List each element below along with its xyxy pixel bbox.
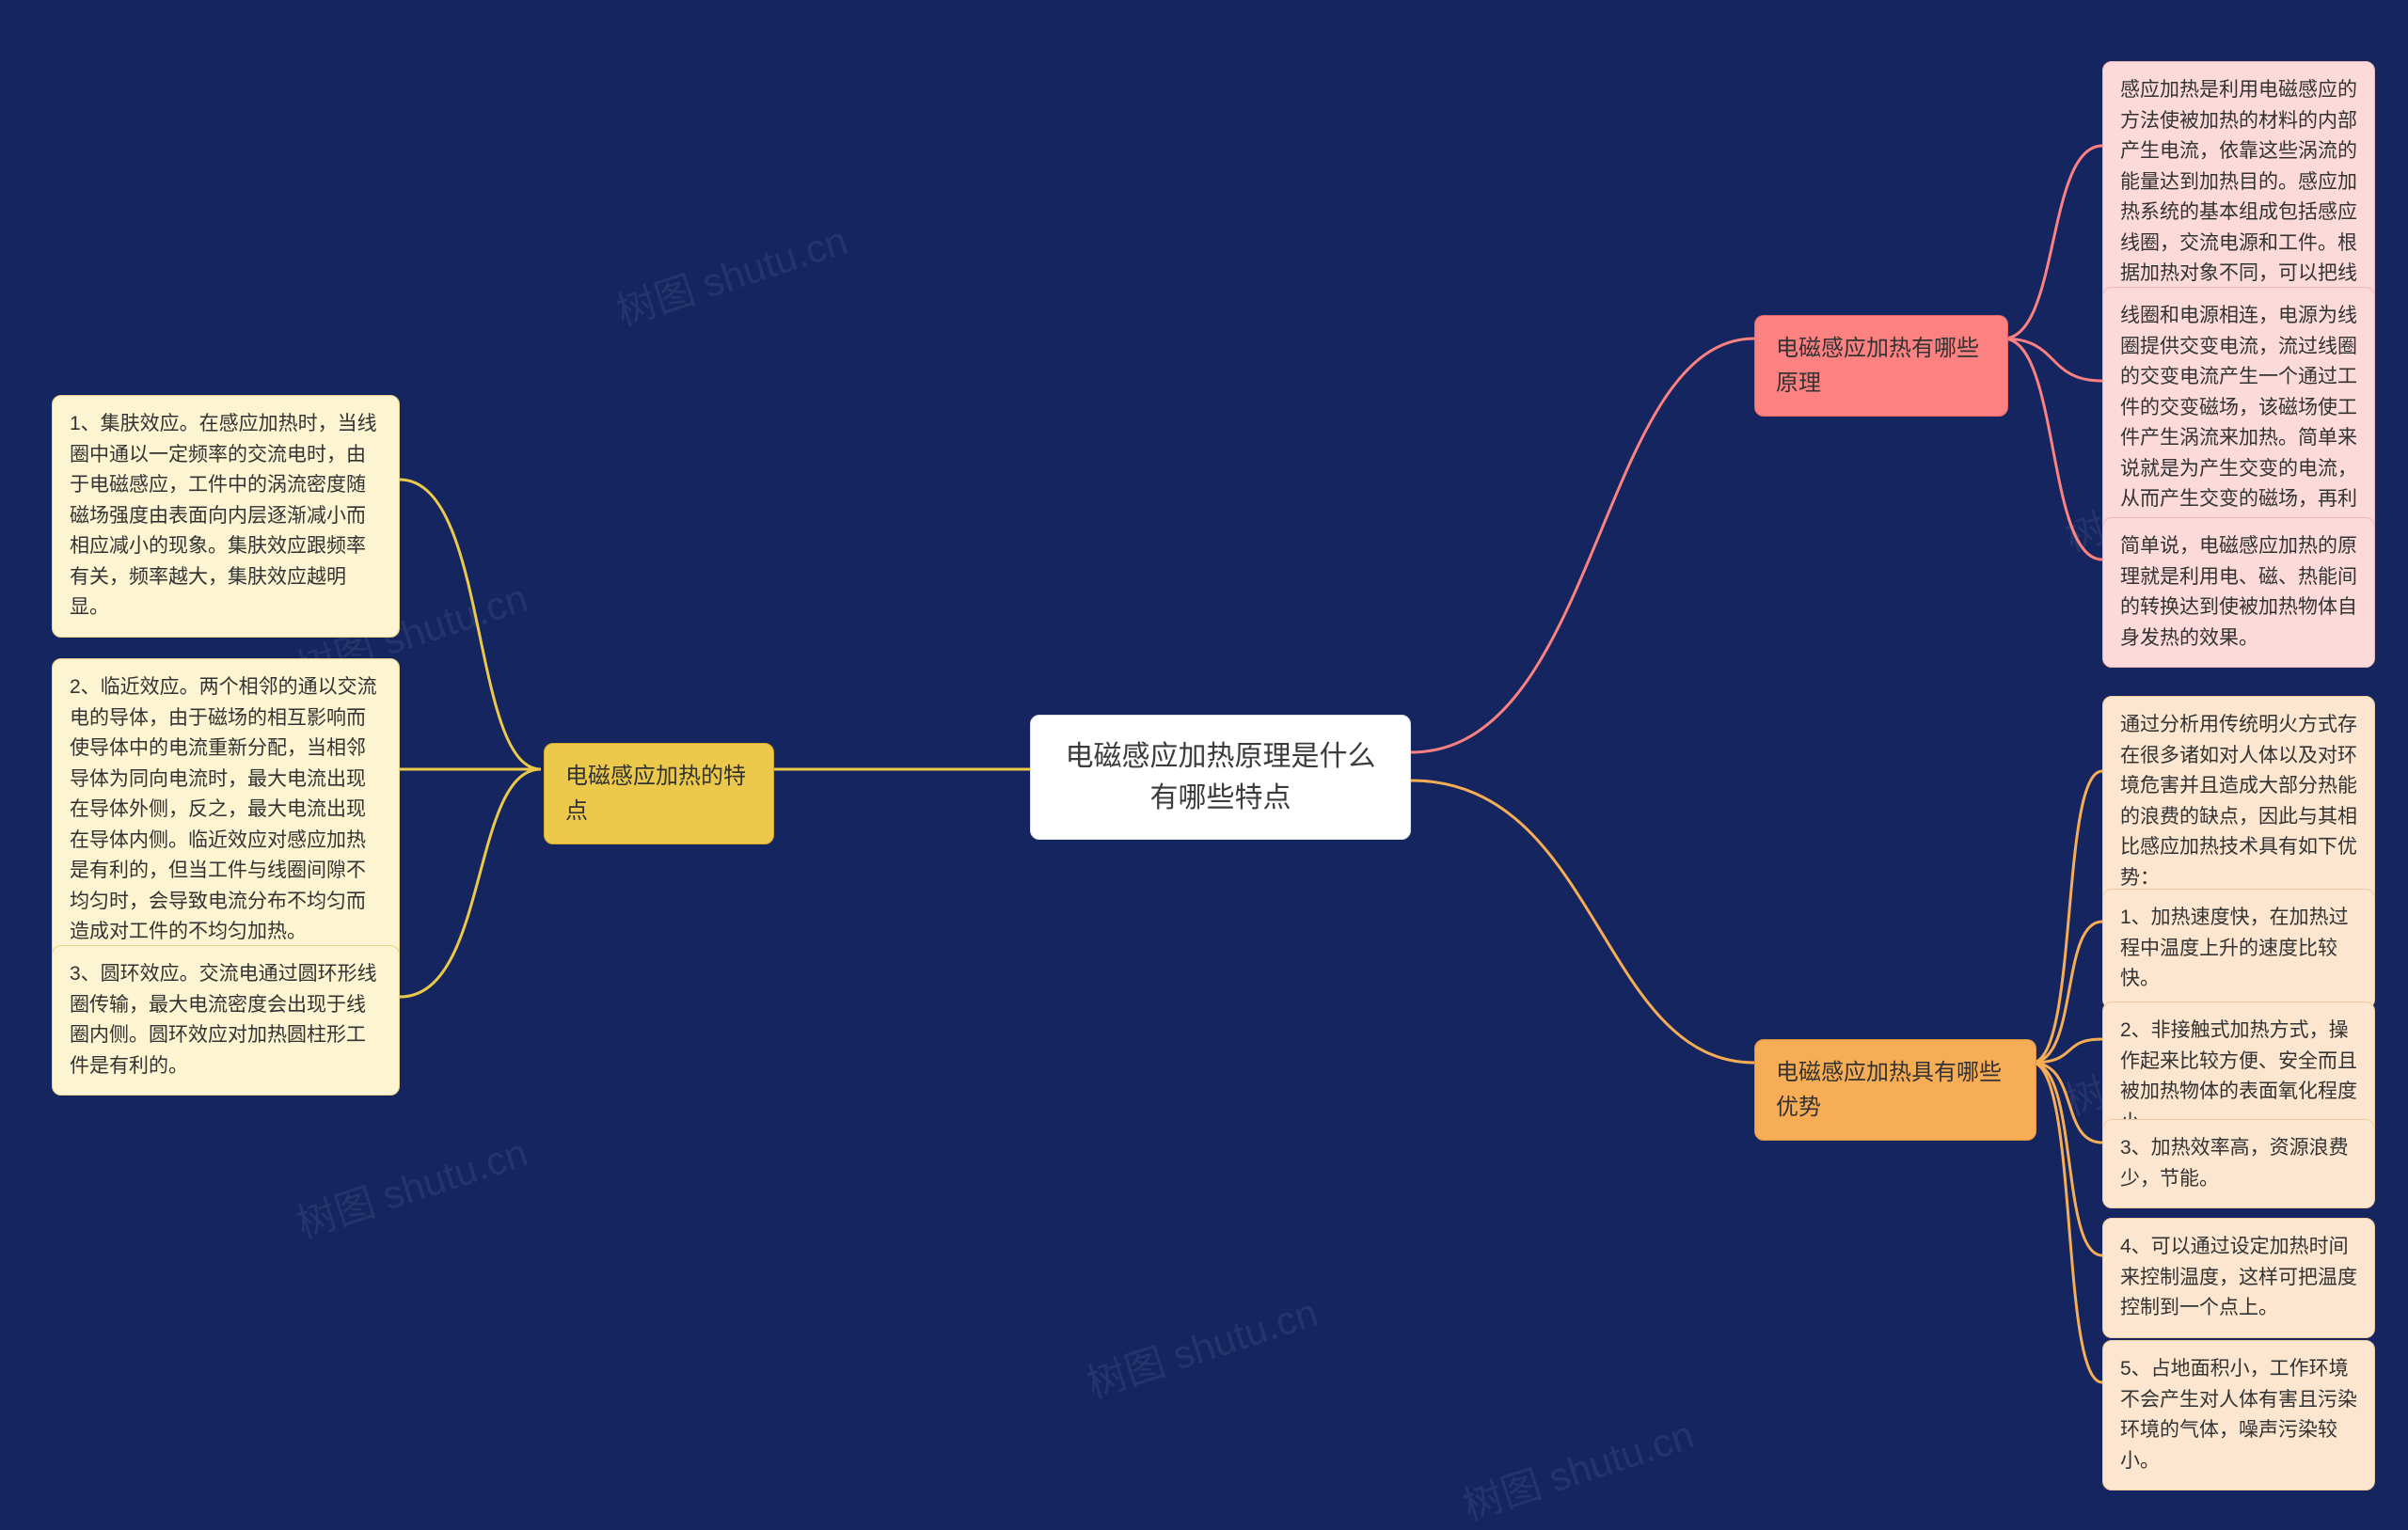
branch-principles[interactable]: 电磁感应加热有哪些原理 <box>1754 315 2008 417</box>
leaf-principles-3[interactable]: 简单说，电磁感应加热的原理就是利用电、磁、热能间的转换达到使被加热物体自身发热的… <box>2102 517 2375 668</box>
center-title-line2: 有哪些特点 <box>1150 782 1291 813</box>
leaf-features-1[interactable]: 1、集肤效应。在感应加热时，当线圈中通以一定频率的交流电时，由于电磁感应，工件中… <box>52 395 400 638</box>
leaf-features-3-text: 3、圆环效应。交流电通过圆环形线圈传输，最大电流密度会出现于线圈内侧。圆环效应对… <box>70 963 377 1077</box>
watermark: 树图 shutu.cn <box>1455 1403 1701 1530</box>
leaf-principles-3-text: 简单说，电磁感应加热的原理就是利用电、磁、热能间的转换达到使被加热物体自身发热的… <box>2120 535 2357 649</box>
leaf-features-2-text: 2、临近效应。两个相邻的通以交流电的导体，由于磁场的相互影响而使导体中的电流重新… <box>70 676 377 942</box>
leaf-advantages-1-text: 通过分析用传统明火方式存在很多诸如对人体以及对环境危害并且造成大部分热能的浪费的… <box>2120 714 2357 889</box>
watermark: 树图 shutu.cn <box>609 209 854 338</box>
leaf-features-1-text: 1、集肤效应。在感应加热时，当线圈中通以一定频率的交流电时，由于电磁感应，工件中… <box>70 413 377 618</box>
leaf-advantages-2-text: 1、加热速度快，在加热过程中温度上升的速度比较快。 <box>2120 907 2349 989</box>
branch-principles-label: 电磁感应加热有哪些原理 <box>1776 336 1979 396</box>
watermark: 树图 shutu.cn <box>1079 1281 1324 1410</box>
center-title-line1: 电磁感应加热原理是什么 <box>1066 741 1376 772</box>
leaf-features-2[interactable]: 2、临近效应。两个相邻的通以交流电的导体，由于磁场的相互影响而使导体中的电流重新… <box>52 658 400 962</box>
branch-features-label: 电磁感应加热的特点 <box>565 764 746 824</box>
leaf-advantages-5-text: 4、可以通过设定加热时间来控制温度，这样可把温度控制到一个点上。 <box>2120 1236 2357 1318</box>
branch-features[interactable]: 电磁感应加热的特点 <box>544 743 774 844</box>
leaf-features-3[interactable]: 3、圆环效应。交流电通过圆环形线圈传输，最大电流密度会出现于线圈内侧。圆环效应对… <box>52 945 400 1096</box>
center-node[interactable]: 电磁感应加热原理是什么 有哪些特点 <box>1030 715 1411 840</box>
watermark: 树图 shutu.cn <box>289 1121 534 1250</box>
mindmap-canvas: 树图 shutu.cn 树图 shutu.cn 树图 shutu.cn 树图 s… <box>0 0 2408 1530</box>
leaf-advantages-6[interactable]: 5、占地面积小，工作环境不会产生对人体有害且污染环境的气体，噪声污染较小。 <box>2102 1340 2375 1491</box>
leaf-advantages-2[interactable]: 1、加热速度快，在加热过程中温度上升的速度比较快。 <box>2102 889 2375 1009</box>
leaf-advantages-6-text: 5、占地面积小，工作环境不会产生对人体有害且污染环境的气体，噪声污染较小。 <box>2120 1358 2357 1472</box>
branch-advantages[interactable]: 电磁感应加热具有哪些优势 <box>1754 1039 2036 1141</box>
leaf-advantages-1[interactable]: 通过分析用传统明火方式存在很多诸如对人体以及对环境危害并且造成大部分热能的浪费的… <box>2102 696 2375 907</box>
leaf-principles-1-text: 感应加热是利用电磁感应的方法使被加热的材料的内部产生电流，依靠这些涡流的能量达到… <box>2120 79 2357 315</box>
leaf-advantages-4-text: 3、加热效率高，资源浪费少，节能。 <box>2120 1137 2349 1190</box>
branch-advantages-label: 电磁感应加热具有哪些优势 <box>1776 1060 2002 1120</box>
leaf-advantages-4[interactable]: 3、加热效率高，资源浪费少，节能。 <box>2102 1119 2375 1208</box>
leaf-advantages-3-text: 2、非接触式加热方式，操作起来比较方便、安全而且被加热物体的表面氧化程度小。 <box>2120 1019 2357 1133</box>
leaf-advantages-5[interactable]: 4、可以通过设定加热时间来控制温度，这样可把温度控制到一个点上。 <box>2102 1218 2375 1338</box>
